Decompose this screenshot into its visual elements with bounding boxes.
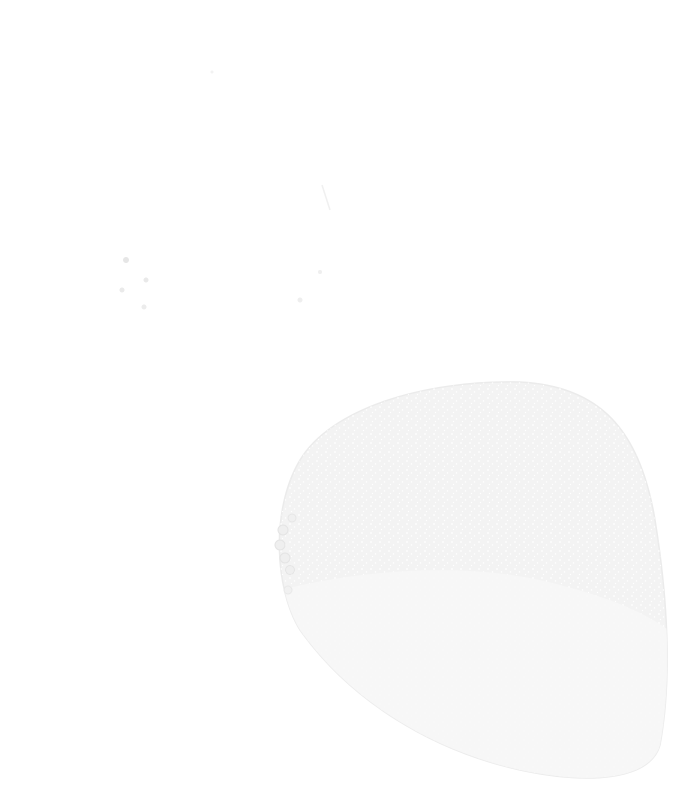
speck <box>318 270 322 274</box>
speck <box>119 287 125 293</box>
speck <box>141 304 147 310</box>
faint-streak <box>321 184 331 211</box>
blob-edge-bubbles <box>274 513 297 595</box>
upper-specks-group <box>119 70 331 310</box>
speck <box>123 257 129 263</box>
speck <box>143 277 149 283</box>
blob-group <box>274 381 668 779</box>
blob-lower-shade <box>279 570 668 778</box>
speck <box>210 70 214 74</box>
speck <box>297 297 303 303</box>
